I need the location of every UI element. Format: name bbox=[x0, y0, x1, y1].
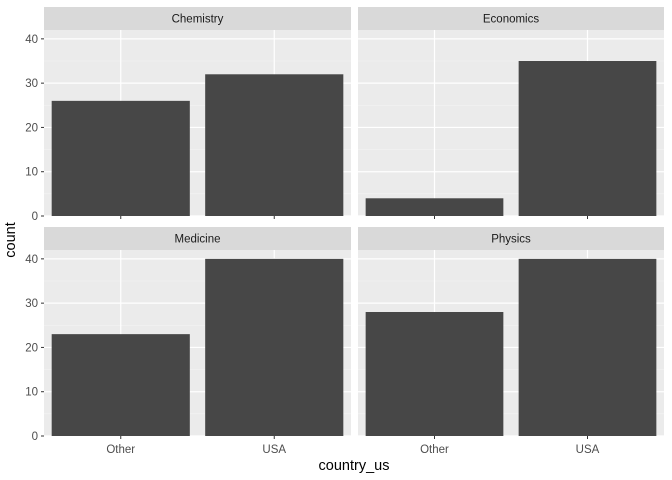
facet-strip-label: Chemistry bbox=[172, 14, 224, 26]
y-axis-title: count bbox=[3, 222, 19, 257]
facet-strip-label: Economics bbox=[483, 14, 539, 26]
x-tick-label-usa: USA bbox=[576, 444, 600, 456]
y-tick-label: 30 bbox=[25, 78, 38, 90]
y-tick-label: 0 bbox=[32, 431, 38, 443]
facet-strip-label: Medicine bbox=[174, 234, 220, 246]
facet-panel-physics: Physics Other USA bbox=[358, 227, 664, 456]
facet-strip bbox=[44, 7, 351, 30]
facet-panel-medicine: Medicine 0 10 20 30 40 Other USA bbox=[25, 227, 351, 456]
facet-strip bbox=[358, 7, 664, 30]
bar-chemistry-other bbox=[51, 100, 190, 216]
bar-chemistry-usa bbox=[205, 74, 344, 217]
x-axis-title: country_us bbox=[319, 458, 390, 474]
facet-panel-chemistry: Chemistry 0 10 20 30 40 bbox=[25, 7, 351, 223]
x-tick-label-other: Other bbox=[420, 444, 449, 456]
facet-panel-economics: Economics bbox=[358, 7, 664, 219]
y-tick-label: 10 bbox=[25, 167, 38, 179]
bar-economics-other bbox=[365, 198, 504, 216]
y-tick-label: 30 bbox=[25, 298, 38, 310]
y-tick-label: 10 bbox=[25, 387, 38, 399]
y-tick-label: 0 bbox=[32, 211, 38, 223]
y-tick-label: 20 bbox=[25, 122, 38, 134]
y-tick-label: 20 bbox=[25, 342, 38, 354]
facet-strip bbox=[44, 227, 351, 250]
bar-medicine-other bbox=[51, 334, 190, 436]
facet-strip-label: Physics bbox=[491, 234, 531, 246]
x-tick-label-usa: USA bbox=[262, 444, 286, 456]
bar-physics-other bbox=[365, 312, 504, 436]
bar-medicine-usa bbox=[205, 258, 344, 436]
bar-physics-usa bbox=[518, 258, 657, 436]
bar-economics-usa bbox=[518, 61, 657, 216]
y-tick-label: 40 bbox=[25, 34, 38, 46]
facet-strip bbox=[358, 227, 664, 250]
x-tick-label-other: Other bbox=[106, 444, 135, 456]
y-tick-label: 40 bbox=[25, 254, 38, 266]
